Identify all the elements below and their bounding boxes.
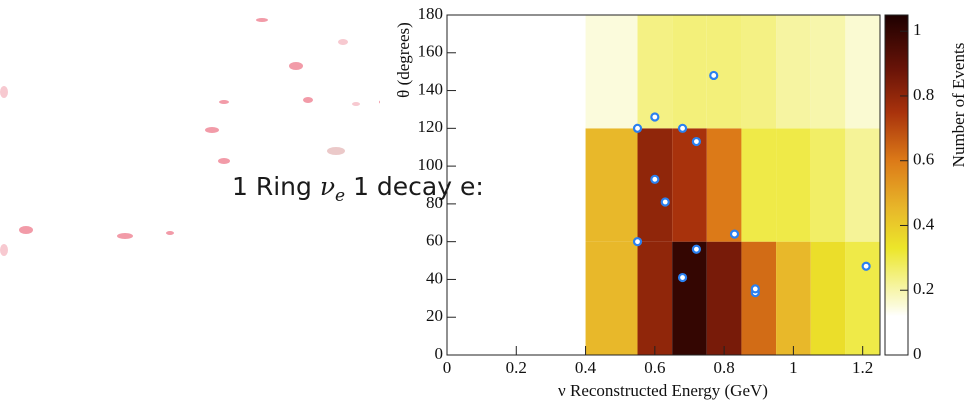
event-point bbox=[863, 263, 870, 270]
colorbar-tick-label: 0.6 bbox=[913, 150, 934, 169]
y-tick-label: 180 bbox=[418, 4, 444, 23]
heatmap-cell bbox=[707, 128, 742, 241]
event-point bbox=[693, 138, 700, 145]
chart: θ (degrees) ν Reconstructed Energy (GeV)… bbox=[0, 0, 974, 407]
y-axis-title: θ (degrees) bbox=[394, 22, 413, 98]
x-tick-label: 0 bbox=[443, 358, 452, 377]
y-tick-label: 0 bbox=[435, 344, 444, 363]
heatmap-cell bbox=[672, 128, 707, 241]
x-axis-title: ν Reconstructed Energy (GeV) bbox=[558, 381, 768, 400]
heatmap-cell bbox=[672, 242, 707, 355]
x-tick-label: 1.2 bbox=[852, 358, 873, 377]
colorbar-tick-label: 1 bbox=[913, 20, 922, 39]
heatmap-cell bbox=[638, 15, 673, 128]
event-point bbox=[679, 125, 686, 132]
heatmap-cell bbox=[811, 128, 846, 241]
y-tick-label: 20 bbox=[426, 306, 443, 325]
x-tick-label: 0.2 bbox=[506, 358, 527, 377]
heatmap-cell bbox=[811, 15, 846, 128]
y-tick-label: 140 bbox=[418, 79, 444, 98]
heatmap-cell bbox=[741, 15, 776, 128]
event-point bbox=[710, 72, 717, 79]
heatmap-cell bbox=[586, 128, 638, 241]
y-tick-label: 60 bbox=[426, 231, 443, 250]
event-point bbox=[651, 176, 658, 183]
y-tick-label: 80 bbox=[426, 193, 443, 212]
heatmap-cell bbox=[776, 242, 811, 355]
heatmap-cell bbox=[672, 15, 707, 128]
y-tick-label: 120 bbox=[418, 117, 444, 136]
colorbar-tick-label: 0.2 bbox=[913, 279, 934, 298]
heatmap-cell bbox=[638, 128, 673, 241]
colorbar-tick-label: 0.4 bbox=[913, 214, 935, 233]
slide: 1 Ring νe 1 decay e: θ (degrees) ν Recon… bbox=[0, 0, 974, 407]
heatmap-cell bbox=[586, 242, 638, 355]
heatmap-cell bbox=[845, 128, 880, 241]
x-tick-label: 0.6 bbox=[644, 358, 665, 377]
event-point bbox=[693, 246, 700, 253]
colorbar-tick-label: 0 bbox=[913, 344, 922, 363]
y-tick-label: 100 bbox=[418, 155, 444, 174]
heatmap-cell bbox=[776, 128, 811, 241]
x-tick-label: 0.8 bbox=[713, 358, 734, 377]
x-tick-label: 0.4 bbox=[575, 358, 597, 377]
heatmap-cell bbox=[811, 242, 846, 355]
y-tick-label: 40 bbox=[426, 268, 443, 287]
event-point bbox=[651, 114, 658, 121]
x-tick-label: 1 bbox=[789, 358, 798, 377]
event-point bbox=[634, 238, 641, 245]
heatmap-cell bbox=[776, 15, 811, 128]
heatmap-cell bbox=[741, 128, 776, 241]
colorbar-tick-label: 0.8 bbox=[913, 85, 934, 104]
heatmap-cell bbox=[845, 242, 880, 355]
event-point bbox=[752, 285, 759, 292]
event-point bbox=[731, 231, 738, 238]
event-point bbox=[662, 199, 669, 206]
heatmap-cell bbox=[741, 242, 776, 355]
heatmap-cell bbox=[638, 242, 673, 355]
colorbar-title: Number of Events bbox=[949, 43, 968, 168]
heatmap-cell bbox=[586, 15, 638, 128]
y-tick-label: 160 bbox=[418, 42, 444, 61]
event-point bbox=[634, 125, 641, 132]
heatmap-cell bbox=[845, 15, 880, 128]
event-point bbox=[679, 274, 686, 281]
colorbar bbox=[885, 15, 908, 355]
heatmap-cell bbox=[707, 242, 742, 355]
